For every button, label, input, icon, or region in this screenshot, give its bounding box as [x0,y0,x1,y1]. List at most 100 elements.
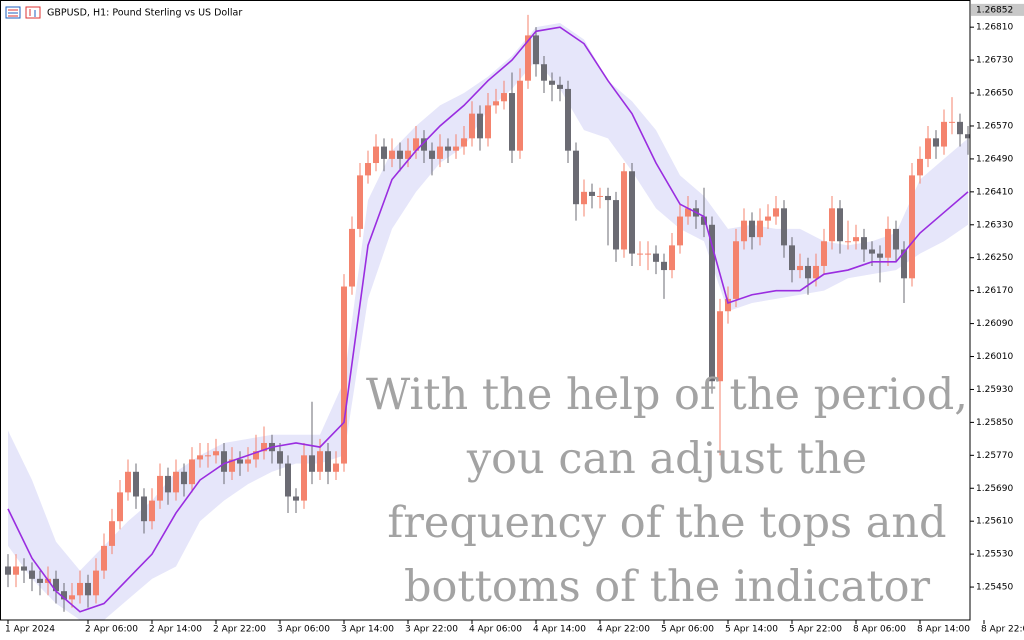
candle-body [469,113,475,139]
candle-body [573,150,579,205]
candle-body [541,64,547,81]
candle-body [365,163,371,176]
candle-body [293,496,299,501]
candle-body [757,220,763,238]
candle-body [725,298,731,312]
candle-body [525,35,531,81]
candle-body [861,237,867,250]
caption-line: bottoms of the indicator [404,562,931,612]
candle-body [669,245,675,271]
y-tick-label: 1.25770 [976,451,1013,461]
candle-body [181,471,187,485]
candle-body [237,459,243,464]
candle-body [381,146,387,159]
candle-body [853,237,859,242]
candle-body [765,216,771,221]
caption-line: you can adjust the [466,434,867,484]
candle-body [261,442,267,452]
x-tick-label: 4 Apr 22:00 [597,625,650,635]
y-tick-label: 1.26250 [976,253,1013,263]
candle-body [845,241,851,243]
candle-body [957,121,963,135]
y-tick-label: 1.26570 [976,121,1013,131]
indicator-line [7,26,969,613]
candle-body [717,311,723,382]
x-tick-label: 1 Apr 2024 [5,625,55,635]
candle-body [677,216,683,246]
candle-body [117,492,123,522]
plot-frame [0,0,971,621]
y-tick-label: 1.26730 [976,56,1013,66]
candle-body [877,253,883,258]
caption-line: With the help of the period, [366,370,968,420]
candle-body [277,451,283,464]
candle-body [813,265,819,279]
candle-body [661,261,667,271]
y-tick-label: 1.25450 [976,583,1013,593]
candle-body [829,208,835,242]
candle-body [909,175,915,279]
chart-title: GBPUSD, H1: Pound Sterling vs US Dollar [47,8,242,19]
candle-body [421,138,427,151]
candle-body [565,88,571,151]
y-tick-label: 1.26410 [976,187,1013,197]
candle-body [557,84,563,89]
y-tick-label: 1.26490 [976,154,1013,164]
candle-body [941,121,947,147]
candle-body [613,200,619,250]
candle-body [357,175,363,229]
y-tick-label: 1.26650 [976,89,1013,99]
x-tick-label: 5 Apr 14:00 [725,625,778,635]
candle-body [197,455,203,460]
candle-body [869,249,875,254]
x-tick-label: 3 Apr 14:00 [341,625,394,635]
candle-body [837,208,843,242]
candle-body [125,471,131,493]
candle-body [925,138,931,159]
y-tick-label: 1.26010 [976,352,1013,362]
candle-body [341,286,347,464]
x-tick-label: 8 Apr 14:00 [917,625,970,635]
y-tick-label: 1.26810 [976,23,1013,33]
candle-body [549,80,555,85]
candle-body [93,570,99,596]
candle-body [221,451,227,472]
candle-body [413,138,419,151]
candle-body [653,253,659,262]
candle-body [797,265,803,271]
candle-body [69,595,75,600]
candle-body [13,566,19,575]
x-tick-label: 4 Apr 14:00 [533,625,586,635]
y-tick-label: 1.25930 [976,385,1013,395]
candle-body [773,208,779,217]
candle-body [501,93,507,102]
candle-body [21,566,27,571]
x-tick-label: 4 Apr 06:00 [469,625,522,635]
candle-body [349,228,355,287]
candle-body [605,195,611,201]
x-tick-label: 5 Apr 22:00 [789,625,842,635]
overlay-caption: With the help of the period, you can adju… [366,370,968,612]
x-tick-label: 8 Apr 06:00 [853,625,906,635]
candle-body [53,578,59,592]
candle-body [165,475,171,493]
candle-body [581,191,587,205]
candle-body [437,146,443,159]
candle-body [749,220,755,238]
candle-body [173,471,179,493]
candle-body [701,216,707,225]
candle-body [789,245,795,271]
candle-body [629,171,635,254]
candle-body [509,93,515,151]
candle-body [389,150,395,159]
y-tick-label: 1.25690 [976,484,1013,494]
candle-body [741,220,747,242]
candle-body [901,249,907,279]
candle-body [461,138,467,147]
candle-body [205,455,211,457]
candle-body [477,113,483,139]
candle-body [101,545,107,571]
candle-body [109,521,115,546]
candle-body [373,146,379,164]
